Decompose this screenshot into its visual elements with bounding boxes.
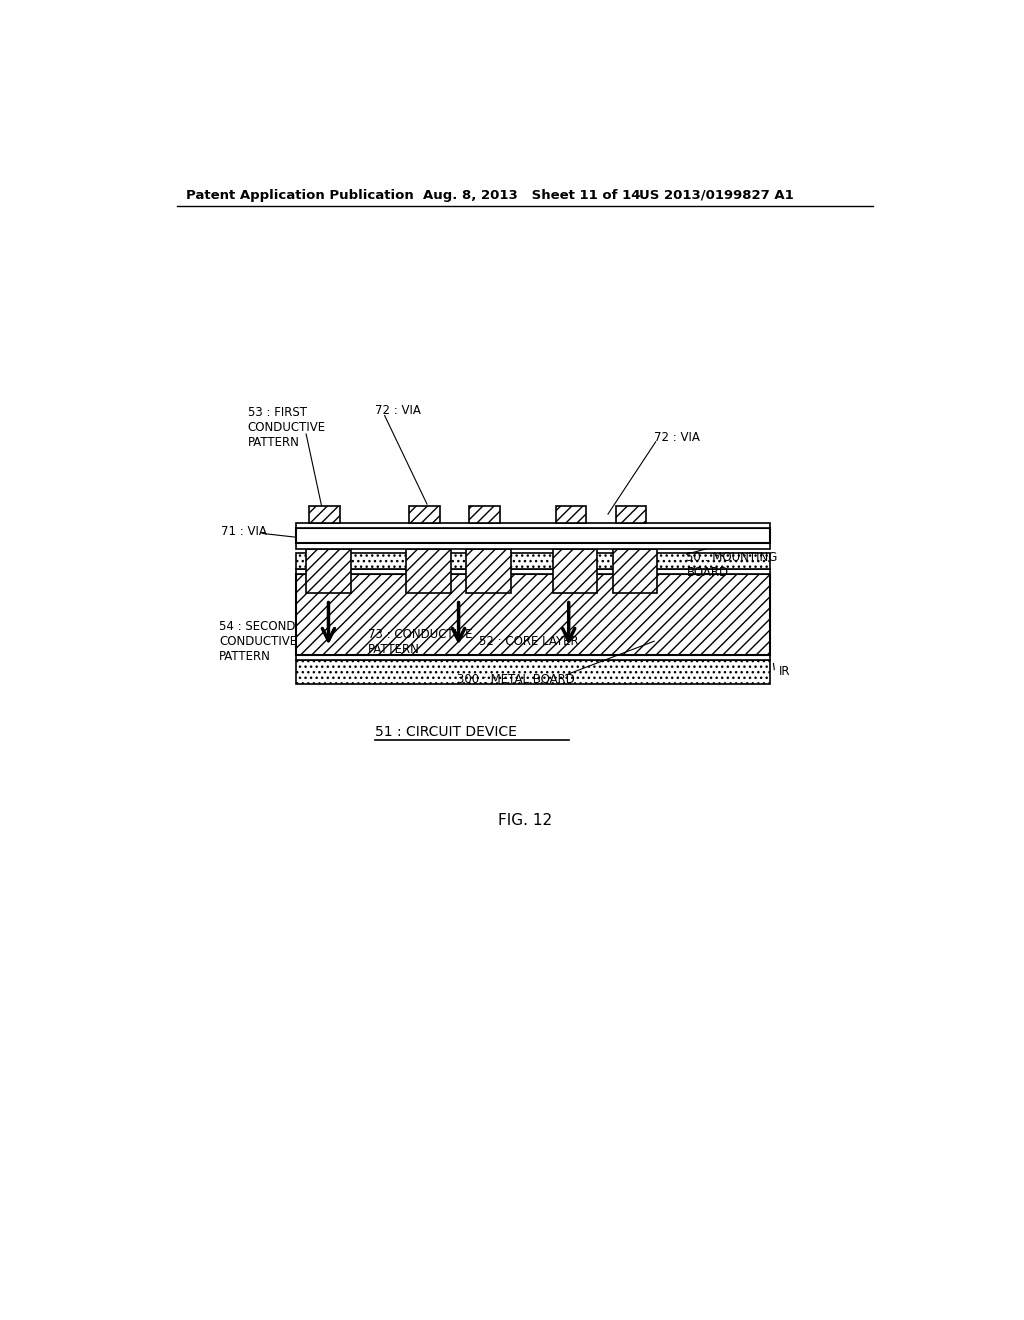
Text: 72 : VIA: 72 : VIA — [654, 430, 700, 444]
Bar — [410, 506, 440, 523]
Text: 71 : VIA: 71 : VIA — [221, 525, 267, 539]
Text: 300 : METAL BOARD: 300 : METAL BOARD — [457, 673, 574, 686]
Bar — [407, 549, 451, 594]
Bar — [296, 574, 770, 655]
Bar — [466, 549, 511, 594]
Bar — [612, 549, 657, 594]
Text: IR: IR — [779, 665, 791, 678]
Text: 50 : MOUNTING
BOARD: 50 : MOUNTING BOARD — [686, 550, 778, 579]
Bar — [296, 528, 770, 544]
Bar — [306, 549, 351, 594]
Text: Aug. 8, 2013   Sheet 11 of 14: Aug. 8, 2013 Sheet 11 of 14 — [423, 189, 641, 202]
Bar — [296, 544, 770, 549]
Bar — [296, 553, 770, 569]
Text: FIG. 12: FIG. 12 — [498, 813, 552, 828]
Text: 54 : SECOND
CONDUCTIVE
PATTERN: 54 : SECOND CONDUCTIVE PATTERN — [219, 620, 297, 664]
Bar — [296, 569, 770, 574]
Text: 53 : FIRST
CONDUCTIVE
PATTERN: 53 : FIRST CONDUCTIVE PATTERN — [248, 407, 326, 449]
Text: 51 : CIRCUIT DEVICE: 51 : CIRCUIT DEVICE — [376, 725, 517, 739]
Text: Patent Application Publication: Patent Application Publication — [186, 189, 414, 202]
Bar — [615, 506, 646, 523]
Bar — [553, 549, 597, 594]
Bar — [556, 506, 587, 523]
Bar — [469, 506, 500, 523]
Text: 73 : CONDUCTIVE
PATTERN: 73 : CONDUCTIVE PATTERN — [368, 628, 472, 656]
Bar — [296, 660, 770, 684]
Bar — [296, 523, 770, 528]
Text: 52 : CORE LAYER: 52 : CORE LAYER — [478, 635, 579, 648]
Bar — [309, 506, 340, 523]
Bar — [296, 655, 770, 660]
Text: 72 : VIA: 72 : VIA — [376, 404, 421, 417]
Text: US 2013/0199827 A1: US 2013/0199827 A1 — [639, 189, 794, 202]
